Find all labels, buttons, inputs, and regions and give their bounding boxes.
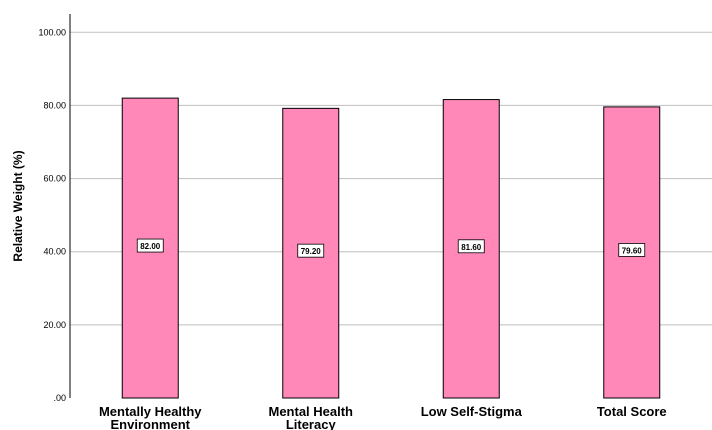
y-tick-label: 100.00 xyxy=(38,27,66,37)
data-labels: 82.00 79.20 81.60 79.60 xyxy=(136,238,646,258)
y-tick-label: 60.00 xyxy=(43,174,66,184)
data-label-box xyxy=(618,243,646,257)
category-label: Total Score xyxy=(597,404,667,419)
category-label: Literacy xyxy=(286,417,337,430)
y-tick-labels: .00 20.00 40.00 60.00 80.00 100.00 xyxy=(38,27,66,403)
y-tick-label: 40.00 xyxy=(43,247,66,257)
data-label-text: 79.20 xyxy=(301,247,322,256)
data-label: 81.60 xyxy=(457,239,485,254)
data-label-text: 79.60 xyxy=(622,246,643,255)
data-label-text: 82.00 xyxy=(140,242,161,251)
data-label: 82.00 xyxy=(136,238,164,253)
data-label: 79.60 xyxy=(618,243,646,257)
category-label: Mentally Healthy xyxy=(99,404,202,419)
data-label-box xyxy=(136,238,164,253)
category-label: Environment xyxy=(111,417,191,430)
y-tick-label: .00 xyxy=(53,393,66,403)
data-label: 79.20 xyxy=(297,243,325,258)
y-axis-title: Relative Weight (%) xyxy=(11,150,25,261)
y-tick-label: 80.00 xyxy=(43,100,66,110)
data-label-box xyxy=(297,243,325,258)
data-label-box xyxy=(457,239,485,254)
bars xyxy=(121,97,661,399)
category-label: Mental Health xyxy=(268,404,353,419)
category-label: Low Self-Stigma xyxy=(421,404,523,419)
y-tick-label: 20.00 xyxy=(43,320,66,330)
data-label-text: 81.60 xyxy=(461,243,482,252)
